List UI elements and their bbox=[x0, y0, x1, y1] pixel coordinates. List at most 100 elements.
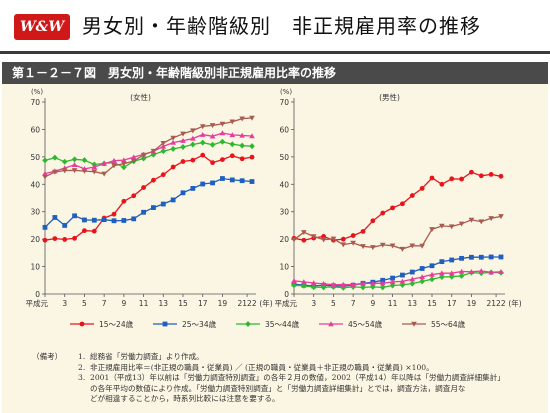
data-point bbox=[190, 157, 196, 163]
data-point bbox=[439, 181, 445, 187]
data-point bbox=[458, 272, 465, 279]
data-point bbox=[389, 279, 396, 285]
note-row-1: （備考） 1. 総務省「労働力調査」より作成。 bbox=[32, 352, 542, 363]
data-point bbox=[190, 141, 196, 148]
data-point bbox=[131, 193, 137, 199]
legend-marker bbox=[245, 321, 251, 327]
data-point bbox=[409, 280, 416, 287]
data-point bbox=[429, 227, 435, 233]
data-point bbox=[151, 205, 156, 210]
x-tick-label: 15 bbox=[178, 299, 188, 308]
data-point bbox=[370, 280, 376, 286]
data-point bbox=[140, 152, 147, 158]
y-tick-label: 20 bbox=[30, 235, 40, 244]
series-line bbox=[293, 215, 502, 250]
data-point bbox=[439, 223, 445, 229]
data-point bbox=[390, 205, 395, 211]
x-tick-label: 15 bbox=[427, 299, 437, 308]
panel-title: (男性) bbox=[379, 92, 400, 102]
data-point bbox=[448, 224, 455, 230]
x-tick-label: 平成元 bbox=[26, 298, 49, 308]
data-point bbox=[400, 201, 405, 207]
data-point bbox=[340, 284, 347, 291]
data-point bbox=[170, 197, 176, 203]
series-line bbox=[44, 141, 253, 169]
data-point bbox=[249, 154, 255, 160]
x-tick-label: 5 bbox=[82, 299, 87, 308]
data-point bbox=[320, 237, 327, 243]
data-point bbox=[180, 131, 186, 137]
data-point bbox=[291, 237, 297, 243]
data-point bbox=[340, 242, 347, 248]
data-point bbox=[42, 174, 48, 180]
data-point bbox=[439, 270, 445, 276]
data-point bbox=[458, 268, 465, 274]
data-point bbox=[478, 173, 484, 179]
data-point bbox=[101, 171, 107, 177]
y-tick-label: 0 bbox=[35, 290, 40, 299]
data-point bbox=[399, 246, 406, 252]
data-point bbox=[170, 164, 176, 170]
data-point bbox=[239, 156, 245, 162]
data-point bbox=[429, 271, 435, 277]
series-circle bbox=[42, 152, 255, 243]
y-unit-label: (%) bbox=[280, 88, 292, 96]
y-tick-label: 40 bbox=[279, 180, 289, 189]
data-point bbox=[389, 282, 396, 289]
data-point bbox=[111, 218, 117, 224]
data-point bbox=[478, 219, 485, 225]
y-tick-label: 10 bbox=[30, 263, 40, 272]
series-line bbox=[293, 171, 502, 241]
data-point bbox=[249, 115, 255, 121]
data-point bbox=[498, 173, 504, 179]
data-point bbox=[72, 213, 77, 219]
x-tick-label: 17 bbox=[447, 299, 457, 308]
legend-label: 15～24歳 bbox=[99, 319, 134, 329]
data-point bbox=[170, 145, 176, 152]
series-line bbox=[44, 177, 253, 228]
figure-title: 第１－２－７図 男女別・年齢階級別非正規雇用比率の推移 bbox=[12, 66, 337, 80]
data-point bbox=[209, 133, 216, 139]
data-point bbox=[220, 157, 225, 162]
data-point bbox=[150, 151, 157, 158]
y-tick-label: 0 bbox=[284, 290, 289, 299]
data-point bbox=[199, 124, 206, 130]
data-point bbox=[111, 157, 117, 163]
data-point bbox=[180, 137, 186, 143]
data-point bbox=[219, 130, 226, 136]
data-point bbox=[419, 274, 425, 280]
data-point bbox=[488, 254, 494, 260]
data-point bbox=[71, 162, 78, 168]
data-point bbox=[52, 154, 58, 161]
data-point bbox=[141, 185, 146, 190]
note-text: 総務省「労働力調査」より作成。 bbox=[90, 352, 204, 361]
note-row-3: 3. 2001（平成13）年以前は「労働力調査特別調査」の各年２月の数値，200… bbox=[32, 373, 542, 384]
series-triangle-down bbox=[42, 115, 255, 180]
legend-label: 35～44歳 bbox=[265, 319, 300, 329]
data-point bbox=[301, 279, 307, 285]
data-point bbox=[101, 217, 107, 223]
x-tick-label: 17 bbox=[198, 299, 208, 308]
y-tick-label: 30 bbox=[279, 208, 289, 217]
data-point bbox=[180, 190, 186, 196]
data-point bbox=[91, 169, 98, 175]
data-point bbox=[310, 280, 317, 286]
data-point bbox=[419, 278, 425, 285]
note-row-3-cont: の各年平均の数値により作成。「労働力調査特別調査」と「労働力調査詳細集計」とでは… bbox=[32, 384, 542, 395]
data-point bbox=[498, 254, 504, 260]
x-tick-label: 5 bbox=[331, 299, 336, 308]
notes: （備考） 1. 総務省「労働力調査」より作成。 2. 非正規雇用比率＝(非正規の… bbox=[32, 352, 542, 405]
data-point bbox=[111, 163, 117, 169]
legend-item: 25～34歳 bbox=[153, 319, 217, 329]
data-point bbox=[448, 270, 455, 276]
y-unit-label: (%) bbox=[31, 88, 43, 96]
y-tick-label: 20 bbox=[279, 235, 289, 244]
data-point bbox=[370, 218, 376, 224]
data-point bbox=[200, 152, 206, 158]
series-line bbox=[44, 154, 253, 241]
legend-item: 45～54歳 bbox=[319, 319, 383, 329]
data-point bbox=[389, 243, 396, 249]
data-point bbox=[350, 240, 356, 246]
data-point bbox=[360, 280, 366, 286]
y-tick-label: 60 bbox=[279, 125, 289, 134]
